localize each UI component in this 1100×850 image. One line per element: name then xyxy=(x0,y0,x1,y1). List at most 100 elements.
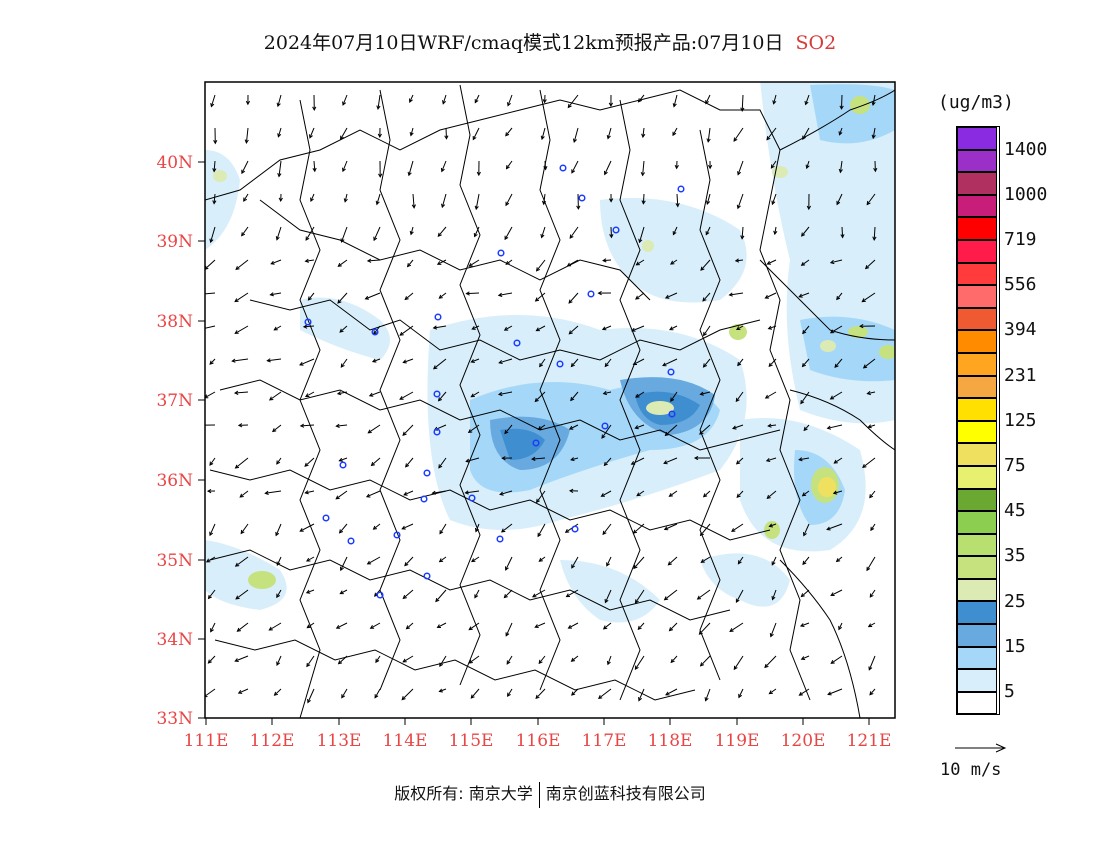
wind-arrow xyxy=(541,226,546,238)
legend-label: 25 xyxy=(1004,590,1026,612)
wind-arrow-head xyxy=(503,326,509,331)
wind-arrow xyxy=(466,457,480,462)
wind-arrow xyxy=(241,226,249,236)
wind-arrow xyxy=(635,424,645,429)
wind-arrow-head xyxy=(839,105,844,110)
wind-arrow-head xyxy=(800,656,806,660)
wind-arrow-head xyxy=(376,105,381,110)
wind-arrow-head xyxy=(702,493,708,498)
wind-arrow-head xyxy=(471,326,476,330)
legend-swatch xyxy=(957,646,997,670)
wind-arrow-head xyxy=(302,324,308,329)
wind-arrow-head xyxy=(802,329,807,335)
city-marker xyxy=(423,572,431,580)
wind-arrow-head xyxy=(606,562,610,567)
footer-divider xyxy=(538,781,540,808)
wind-arrow-head xyxy=(209,360,214,365)
wind-arrow-head xyxy=(830,592,835,596)
city-marker xyxy=(532,439,540,447)
wind-arrow xyxy=(439,655,447,667)
wind-arrow-head xyxy=(604,170,608,176)
wind-arrow-head xyxy=(737,361,742,367)
legend-swatch xyxy=(957,511,997,534)
wind-arrow xyxy=(699,622,711,635)
wind-arrow xyxy=(602,523,612,535)
wind-arrow-head xyxy=(576,205,581,210)
wind-arrow-head xyxy=(364,295,369,300)
wind-arrow xyxy=(635,292,645,300)
wind-arrow xyxy=(506,160,513,169)
wind-arrow xyxy=(663,457,678,464)
wind-arrow xyxy=(573,127,579,143)
wind-arrow xyxy=(232,358,249,362)
wind-arrow xyxy=(799,688,810,696)
wind-arrow xyxy=(703,325,711,336)
wind-arrow xyxy=(504,226,513,240)
wind-arrow-head xyxy=(377,133,382,139)
wind-arrow xyxy=(765,292,777,299)
wind-arrow-head xyxy=(200,327,203,330)
wind-arrow xyxy=(209,358,216,365)
wind-arrow-head xyxy=(768,690,773,695)
wind-arrow-head xyxy=(212,168,217,173)
wind-arrow xyxy=(568,292,579,304)
wind-arrow-head xyxy=(637,625,642,631)
wind-arrow-head xyxy=(212,200,217,205)
wind-arrow-head xyxy=(801,492,807,497)
wind-arrow-head xyxy=(737,560,742,565)
wind-arrow-head xyxy=(436,624,442,628)
wind-arrow xyxy=(270,292,282,296)
wind-arrow-head xyxy=(337,299,342,304)
wind-arrow-head xyxy=(505,201,510,207)
wind-arrow-head xyxy=(237,423,243,428)
wind-arrow-head xyxy=(405,463,410,468)
wind-arrow-head xyxy=(411,204,416,209)
wind-arrow xyxy=(269,391,282,401)
wind-arrow-head xyxy=(867,623,873,628)
wind-arrow xyxy=(339,457,348,462)
city-marker xyxy=(347,537,355,545)
wind-arrow xyxy=(733,127,744,142)
wind-arrow-head xyxy=(764,394,770,399)
wind-arrow xyxy=(338,655,348,665)
wind-arrow-head xyxy=(369,625,375,629)
wind-arrow-head xyxy=(868,666,873,671)
wind-arrow xyxy=(471,358,480,363)
wind-arrow xyxy=(735,259,744,262)
wind-arrow-head xyxy=(838,131,843,136)
wind-arrow xyxy=(339,523,348,534)
wind-arrow xyxy=(276,457,282,465)
wind-arrow xyxy=(341,226,348,243)
lon-label-121: 121E xyxy=(847,731,892,751)
legend-swatch xyxy=(957,443,997,466)
wind-arrow xyxy=(638,94,645,103)
wind-arrow-head xyxy=(773,230,778,236)
wind-arrow xyxy=(276,226,282,240)
wind-arrow-head xyxy=(437,232,442,238)
wind-arrow xyxy=(604,457,612,466)
wind-arrow-head xyxy=(474,594,479,599)
wind-arrow xyxy=(802,358,810,367)
wind-arrow-head xyxy=(767,423,772,428)
wind-arrow xyxy=(403,490,414,496)
wind-arrow xyxy=(243,193,249,202)
wind-arrow xyxy=(213,160,216,172)
wind-arrow xyxy=(738,688,744,698)
wind-arrow-head xyxy=(866,566,871,572)
wind-arrow xyxy=(841,226,844,238)
wind-arrow-head xyxy=(733,137,738,142)
wind-arrow xyxy=(535,622,546,628)
wind-arrow xyxy=(700,391,711,395)
wind-arrow xyxy=(539,358,546,367)
city-marker xyxy=(420,495,428,503)
wind-arrow xyxy=(703,358,711,368)
wind-arrow xyxy=(278,160,282,177)
wind-arrow xyxy=(701,556,711,563)
wind-arrow xyxy=(741,226,744,239)
wind-arrow xyxy=(870,523,876,531)
wind-arrow-head xyxy=(534,397,539,403)
city-marker xyxy=(677,185,685,193)
city-marker xyxy=(612,226,620,234)
wind-arrow-head xyxy=(375,200,380,206)
wind-arrow xyxy=(768,424,777,427)
